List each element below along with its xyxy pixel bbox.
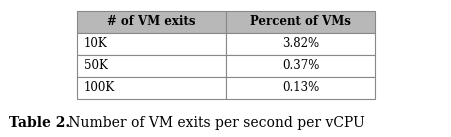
Text: 10K: 10K — [83, 37, 107, 50]
Text: 0.13%: 0.13% — [281, 81, 318, 94]
Text: # of VM exits: # of VM exits — [107, 15, 195, 28]
Bar — [226, 11, 374, 33]
Bar — [226, 77, 374, 99]
Bar — [77, 11, 226, 33]
Text: Table 2.: Table 2. — [9, 116, 70, 130]
Text: 3.82%: 3.82% — [281, 37, 318, 50]
Text: Percent of VMs: Percent of VMs — [249, 15, 350, 28]
Bar — [226, 55, 374, 77]
Bar — [226, 33, 374, 55]
Text: 100K: 100K — [83, 81, 115, 94]
Text: Number of VM exits per second per vCPU: Number of VM exits per second per vCPU — [64, 116, 364, 130]
Text: 0.37%: 0.37% — [281, 59, 318, 72]
Bar — [77, 33, 226, 55]
Bar — [77, 77, 226, 99]
Text: 50K: 50K — [83, 59, 107, 72]
Bar — [77, 55, 226, 77]
